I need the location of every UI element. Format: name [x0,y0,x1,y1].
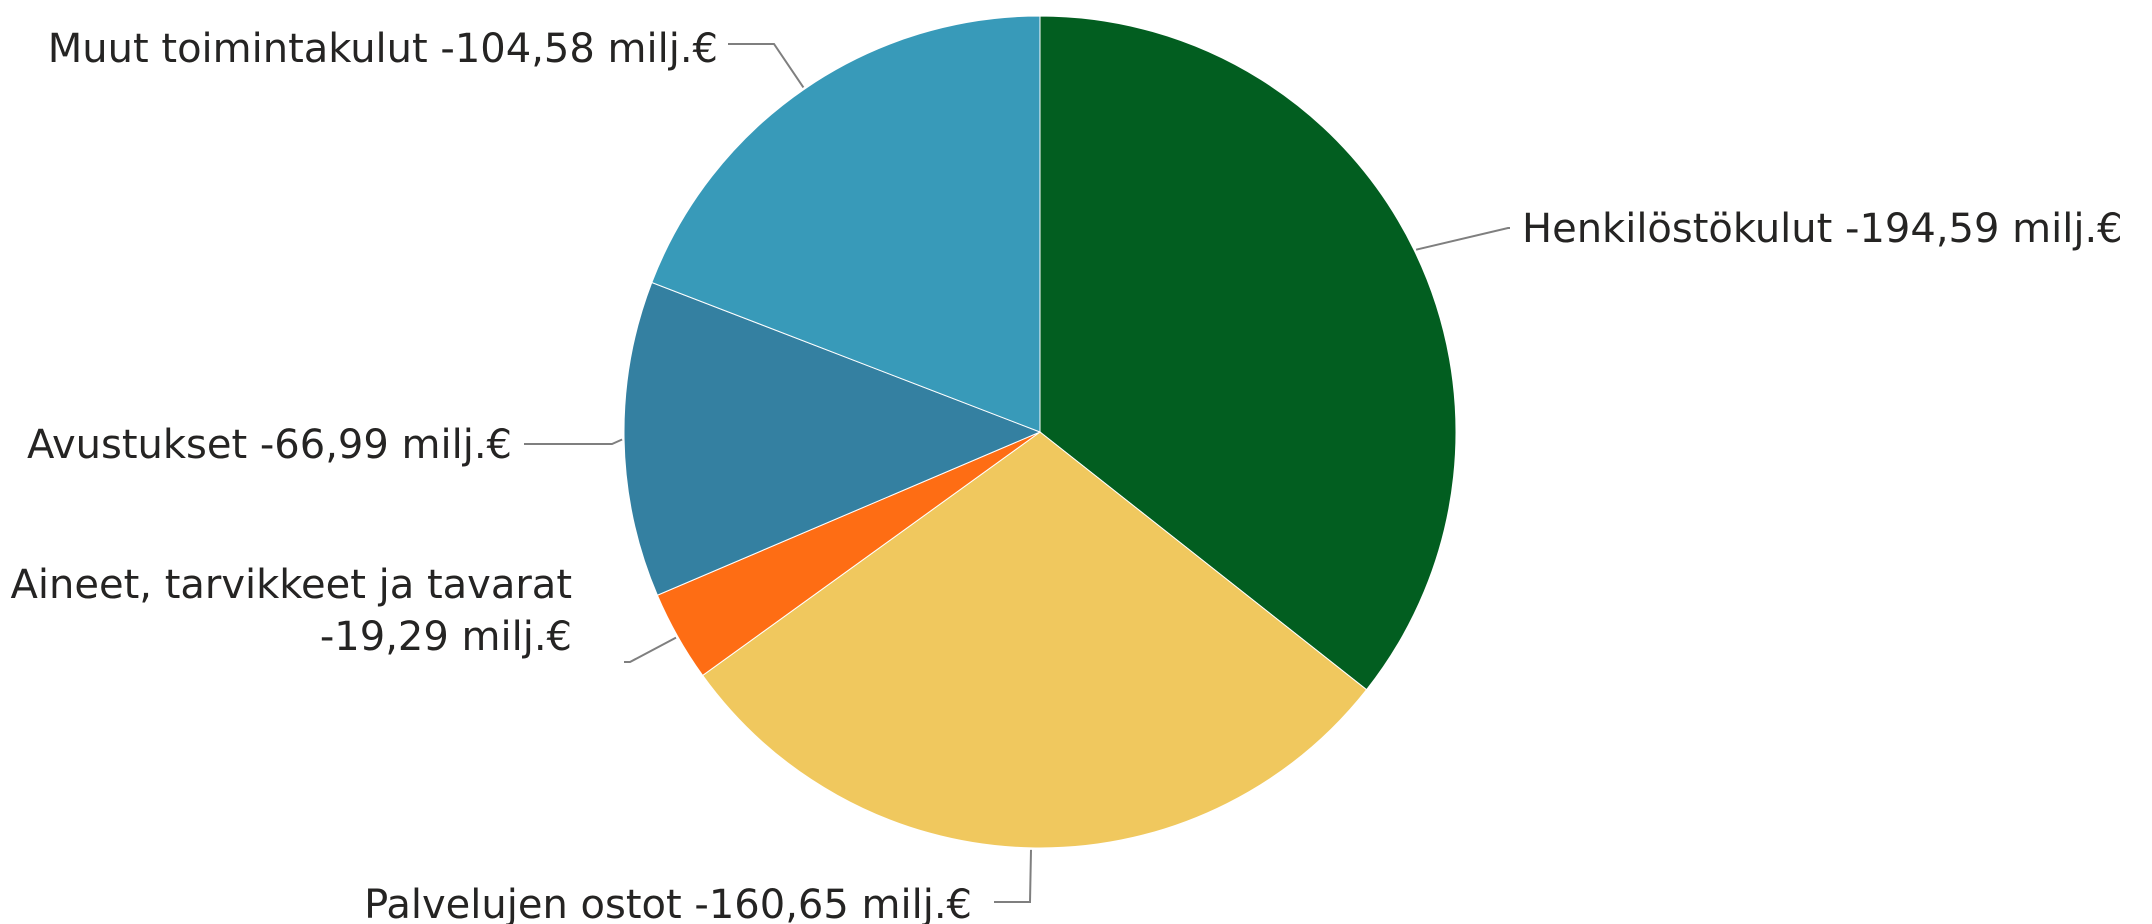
data-label-henkilostokulut: Henkilöstökulut -194,59 milj.€ [1522,206,2123,252]
label-leader-lines [524,43,1510,903]
pie-slices [623,15,1457,849]
pie-slice-muut-toimintakulut [651,15,1041,433]
data-label-palvelujen-ostot: Palvelujen ostot -160,65 milj.€ [364,882,972,924]
data-label-aineet-tarvikkeet-ja-tavarat-line-2: -19,29 milj.€ [320,614,572,660]
leader-line-aineet-tarvikkeet-ja-tavarat [624,636,677,663]
data-label-muut-toimintakulut: Muut toimintakulut -104,58 milj.€ [48,26,718,72]
data-labels: Henkilöstökulut -194,59 milj.€ Palvelujen… [11,26,2123,924]
leader-line-henkilostokulut [1415,227,1510,251]
pie-slice-henkilostokulut [1039,15,1457,691]
data-label-aineet-tarvikkeet-ja-tavarat-line-1: Aineet, tarvikkeet ja tavarat [11,562,572,608]
pie-slice-palvelujen-ostot [701,431,1368,849]
leader-line-muut-toimintakulut [728,43,805,88]
data-label-avustukset: Avustukset -66,99 milj.€ [27,422,512,468]
leader-line-avustukset [524,438,623,445]
leader-line-palvelujen-ostot [994,849,1032,903]
pie-slice-avustukset [623,281,1042,596]
